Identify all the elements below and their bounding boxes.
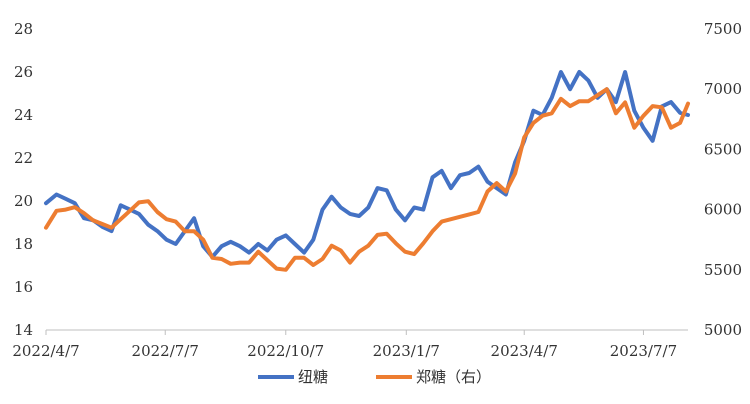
y-right-tick-label: 5500 xyxy=(704,261,742,279)
plot-lines xyxy=(44,70,690,272)
y-left-tick-label: 24 xyxy=(14,106,33,124)
x-axis: 2022/4/7 2022/7/7 2022/10/7 2023/1/7 2023/4/… xyxy=(12,329,688,360)
x-tick-label: 2023/1/7 xyxy=(373,342,440,360)
y-left-tick-label: 14 xyxy=(14,321,33,339)
x-tick-label: 2023/7/7 xyxy=(610,342,677,360)
y-right-tick-label: 6500 xyxy=(704,140,742,158)
y-left-tick-label: 16 xyxy=(14,278,33,296)
x-tick-label: 2023/4/7 xyxy=(491,342,558,360)
y-left-tick-label: 28 xyxy=(14,20,33,38)
y-left-tick-label: 22 xyxy=(14,149,33,167)
y-axis-left: 14 16 18 20 22 24 26 28 xyxy=(14,20,33,339)
x-tick-label: 2022/4/7 xyxy=(12,342,79,360)
series-line-2 xyxy=(44,87,690,272)
y-left-tick-label: 18 xyxy=(14,235,33,253)
y-right-tick-label: 7500 xyxy=(704,20,742,38)
y-right-tick-label: 7000 xyxy=(704,80,742,98)
legend-label-1: 纽糖 xyxy=(298,368,328,386)
legend: 纽糖 郑糖（右） xyxy=(258,368,491,386)
y-right-tick-label: 6000 xyxy=(704,201,742,219)
legend-label-2: 郑糖（右） xyxy=(416,368,491,386)
y-right-tick-label: 5000 xyxy=(704,321,742,339)
x-tick-label: 2022/10/7 xyxy=(247,342,324,360)
series-line-1 xyxy=(44,70,690,259)
y-left-tick-label: 26 xyxy=(14,63,33,81)
y-left-tick-label: 20 xyxy=(14,192,33,210)
y-axis-right: 5000 5500 6000 6500 7000 7500 xyxy=(704,20,742,339)
x-tick-label: 2022/7/7 xyxy=(132,342,199,360)
